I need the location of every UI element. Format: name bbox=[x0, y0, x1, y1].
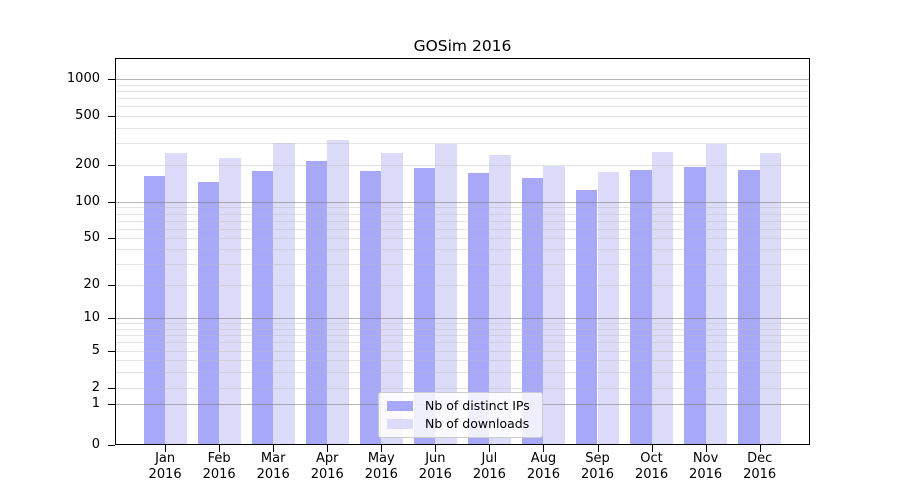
legend: Nb of distinct IPs Nb of downloads bbox=[378, 392, 543, 438]
x-axis-tick-label: Apr 2016 bbox=[310, 451, 344, 482]
y-axis-tick-label: 100 bbox=[75, 194, 100, 209]
chart-title: GOSim 2016 bbox=[413, 37, 512, 55]
x-axis-tick-label: Oct 2016 bbox=[635, 451, 669, 482]
y-axis-tick-label: 2 bbox=[91, 380, 100, 395]
y-axis-tick bbox=[108, 388, 115, 389]
y-axis-tick bbox=[108, 445, 115, 446]
y-axis-tick bbox=[108, 351, 115, 352]
y-axis-tick bbox=[108, 79, 115, 80]
legend-swatch-distinct-ips bbox=[387, 400, 413, 411]
y-axis-tick-label: 20 bbox=[83, 277, 100, 292]
x-axis-tick bbox=[651, 445, 653, 452]
legend-swatch-downloads bbox=[387, 418, 413, 429]
y-axis-tick-label: 0 bbox=[91, 437, 100, 452]
x-axis-tick-label: Jan 2016 bbox=[148, 451, 182, 482]
legend-item-downloads: Nb of downloads bbox=[387, 416, 530, 431]
y-axis-tick-label: 50 bbox=[83, 230, 100, 245]
y-axis-tick bbox=[108, 165, 115, 166]
y-axis-tick bbox=[108, 404, 115, 405]
x-axis-tick-label: Aug 2016 bbox=[526, 451, 560, 482]
x-axis-tick bbox=[327, 445, 329, 452]
x-axis-tick bbox=[705, 445, 707, 452]
y-axis-tick bbox=[108, 285, 115, 286]
plot-border bbox=[115, 58, 810, 445]
y-axis-tick-label: 5 bbox=[91, 343, 100, 358]
y-axis-tick bbox=[108, 202, 115, 203]
legend-item-distinct-ips: Nb of distinct IPs bbox=[387, 398, 530, 413]
x-axis-tick-label: May 2016 bbox=[364, 451, 398, 482]
x-axis-tick bbox=[219, 445, 221, 452]
x-axis-tick bbox=[543, 445, 545, 452]
y-axis-tick-label: 10 bbox=[83, 310, 100, 325]
y-axis-tick bbox=[108, 318, 115, 319]
y-axis-tick-label: 200 bbox=[75, 157, 100, 172]
x-axis-tick-label: Mar 2016 bbox=[256, 451, 290, 482]
y-axis-tick-label: 500 bbox=[75, 108, 100, 123]
y-axis-tick bbox=[108, 116, 115, 117]
x-axis-tick bbox=[381, 445, 383, 452]
x-axis-tick bbox=[597, 445, 599, 452]
y-axis-tick-label: 1 bbox=[91, 396, 100, 411]
x-axis-tick-label: Jun 2016 bbox=[418, 451, 452, 482]
x-axis-tick-label: Sep 2016 bbox=[580, 451, 615, 482]
x-axis-tick-label: Nov 2016 bbox=[689, 451, 723, 482]
x-axis-tick-label: Feb 2016 bbox=[202, 451, 236, 482]
y-axis-tick bbox=[108, 238, 115, 239]
x-axis-tick bbox=[489, 445, 491, 452]
y-axis-tick-label: 1000 bbox=[66, 71, 100, 86]
x-axis-tick-label: Dec 2016 bbox=[743, 451, 777, 482]
x-axis-tick bbox=[273, 445, 275, 452]
x-axis-tick bbox=[435, 445, 437, 452]
legend-label-distinct-ips: Nb of distinct IPs bbox=[425, 398, 530, 413]
x-axis-tick bbox=[759, 445, 761, 452]
x-axis-tick bbox=[165, 445, 167, 452]
legend-label-downloads: Nb of downloads bbox=[425, 416, 530, 431]
x-axis-tick-label: Jul 2016 bbox=[472, 451, 506, 482]
